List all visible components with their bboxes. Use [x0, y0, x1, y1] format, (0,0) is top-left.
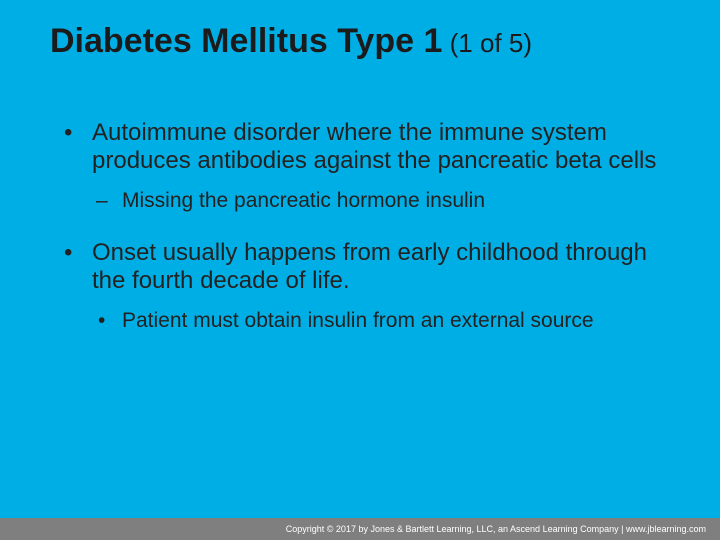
bullet-list-lvl2: Patient must obtain insulin from an exte…	[92, 309, 660, 333]
bullet-lvl2: Patient must obtain insulin from an exte…	[92, 309, 660, 333]
bullet-lvl1: Autoimmune disorder where the immune sys…	[60, 119, 660, 213]
copyright-footer: Copyright © 2017 by Jones & Bartlett Lea…	[0, 518, 720, 540]
bullet-text: Patient must obtain insulin from an exte…	[122, 309, 594, 332]
slide: Diabetes Mellitus Type 1 (1 of 5) Autoim…	[0, 0, 720, 540]
bullet-text: Missing the pancreatic hormone insulin	[122, 189, 485, 212]
slide-title-main: Diabetes Mellitus Type 1	[50, 22, 442, 60]
bullet-list-lvl1: Autoimmune disorder where the immune sys…	[60, 119, 660, 333]
bullet-list-lvl2: Missing the pancreatic hormone insulin	[92, 189, 660, 213]
bullet-text: Autoimmune disorder where the immune sys…	[92, 119, 656, 174]
bullet-lvl2: Missing the pancreatic hormone insulin	[92, 189, 660, 213]
bullet-text: Onset usually happens from early childho…	[92, 239, 647, 294]
slide-title-sub: (1 of 5)	[442, 28, 532, 58]
copyright-text: Copyright © 2017 by Jones & Bartlett Lea…	[286, 524, 706, 534]
title-area: Diabetes Mellitus Type 1 (1 of 5)	[0, 0, 720, 79]
body-area: Autoimmune disorder where the immune sys…	[0, 79, 720, 540]
bullet-lvl1: Onset usually happens from early childho…	[60, 239, 660, 333]
